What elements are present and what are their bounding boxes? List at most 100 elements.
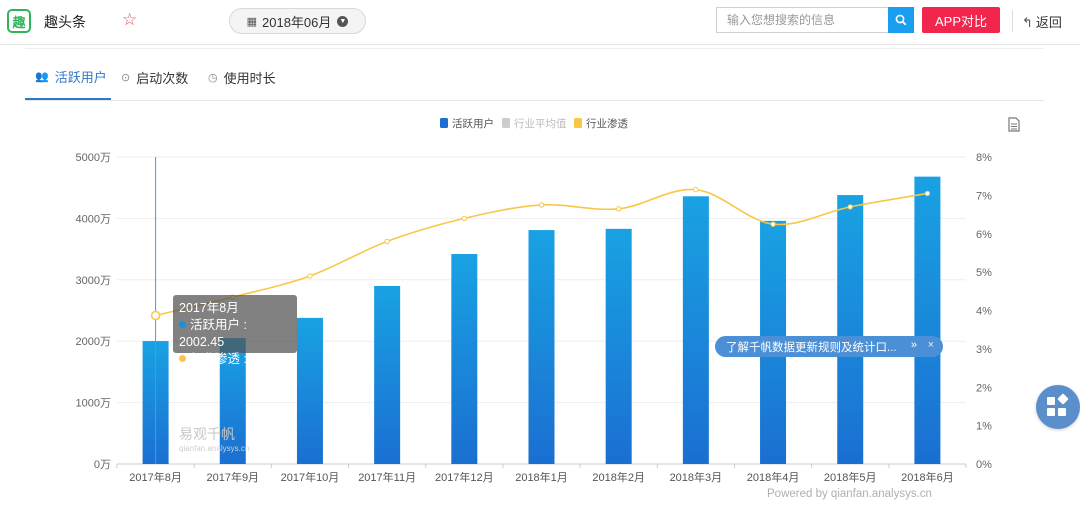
x-tick-label: 2017年12月 [435,470,494,484]
bar [374,285,401,464]
bar [296,317,323,464]
bar [914,176,941,464]
tooltip-title: 2017年8月 [179,301,239,315]
watermark-text: 易观千帆 [179,426,235,442]
y-right-tick-label: 3% [976,344,992,356]
x-tick-label: 2017年11月 [358,470,416,484]
banner-text: 了解千帆数据更新规则及统计口... [726,341,897,354]
y-right-tick-label: 7% [976,190,992,202]
grid-icon [1058,408,1066,416]
tab-label: 使用时长 [223,70,276,86]
app-compare-button[interactable]: APP对比 [922,7,1000,33]
watermark-subtext: qianfan.analysys.cn [179,444,250,453]
legend-swatch [502,118,510,128]
tab-active-users[interactable]: 👥 活跃用户 [25,54,111,100]
x-tick-label: 2018年2月 [592,470,645,484]
close-icon[interactable]: × [927,339,934,351]
legend-label: 行业平均值 [514,117,567,130]
date-value: 2018年06月 [262,14,332,30]
play-circle-icon: ⊙ [121,71,131,84]
search-input[interactable] [717,8,887,32]
y-left-tick-label: 4000万 [76,213,111,225]
line-point [150,310,161,321]
app-logo-icon: 趣 [7,9,31,33]
top-bar: 趣 趣头条 ☆ ▦ 2018年06月 ▼ APP对比 ↰返回 [0,0,1080,45]
section-divider [25,48,1044,49]
date-picker[interactable]: ▦ 2018年06月 ▼ [229,8,366,34]
line-point [770,221,776,227]
line-point [847,204,853,210]
bar [219,338,246,464]
users-icon: 👥 [35,70,49,83]
x-tick-label: 2017年8月 [129,470,182,484]
bar [682,196,709,464]
back-arrow-icon: ↰ [1022,15,1033,30]
bar [528,230,555,464]
line-point [693,186,699,193]
search-button[interactable] [888,7,914,33]
tooltip-row-penetration: 行业渗透 : 3.87 [179,351,291,368]
bar [451,254,478,464]
header-divider [1012,10,1013,32]
watermark-logo: 易观千帆 qianfan.analysys.cn [179,424,249,453]
calendar-icon: ▦ [246,15,257,28]
x-tick-label: 2017年10月 [281,470,340,484]
search-icon [895,14,907,26]
y-left-tick-label: 3000万 [76,275,111,287]
y-left-tick-label: 5000万 [76,152,111,164]
powered-by: Powered by qianfan.analysys.cn [767,488,932,500]
bar [605,228,632,464]
export-document-icon[interactable] [1008,117,1020,132]
grid-icon [1047,397,1055,405]
series-dot [179,321,186,328]
x-tick-label: 2017年9月 [206,470,259,484]
x-tick-label: 2018年1月 [515,470,568,484]
chevron-down-icon: ▼ [337,15,349,27]
line-point [538,202,545,208]
x-tick-label: 2018年5月 [824,470,877,484]
more-icon[interactable]: » [910,339,917,351]
metric-tabs: 👥 活跃用户 ⊙ 启动次数 ◷ 使用时长 [25,54,1044,101]
line-point [924,190,931,197]
y-right-tick-label: 6% [976,229,992,241]
y-left-tick-label: 2000万 [76,336,111,348]
chart-tooltip: 2017年8月 活跃用户 : 2002.45 行业渗透 : 3.87 [173,295,297,366]
grid-icon [1047,408,1055,416]
active-users-chart: 0万 1000万 2000万 3000万 4000万 5000万 0% 1% 2% 3% 4% 5% 6… [76,117,993,484]
line-point [307,273,313,279]
y-right-tick-label: 0% [976,459,992,471]
grid-icon [1057,393,1069,405]
app-name: 趣头条 [44,14,86,30]
y-left-tick-label: 1000万 [76,398,111,410]
series-dot [179,355,186,362]
tab-launch-count[interactable]: ⊙ 启动次数 [121,54,201,100]
y-right-tick-label: 1% [976,421,992,433]
tooltip-users-value: 活跃用户 : 2002.45 [179,318,247,349]
y-right-tick-label: 4% [976,306,992,318]
favorite-star-icon[interactable]: ☆ [122,10,138,29]
back-button[interactable]: ↰ 返回 [1022,12,1062,31]
legend-label: 活跃用户 [452,117,494,130]
legend-swatch [440,118,448,128]
search-box [716,7,914,33]
legend-label: 行业渗透 [586,117,628,130]
y-right-tick-label: 8% [976,152,992,164]
x-tick-label: 2018年3月 [670,470,723,484]
tooltip-row-users: 活跃用户 : 2002.45 [179,317,291,351]
bar [837,195,864,464]
line-point [461,215,468,222]
legend-swatch [574,118,582,128]
tab-label: 启动次数 [136,70,189,86]
tab-usage-duration[interactable]: ◷ 使用时长 [208,54,288,100]
tooltip-penetration-value: 行业渗透 : 3.87 [190,352,275,366]
x-tick-label: 2018年6月 [901,470,954,484]
x-tick-label: 2018年4月 [747,470,800,484]
back-label: 返回 [1035,15,1062,30]
clock-icon: ◷ [208,71,218,84]
floating-apps-button[interactable] [1036,385,1080,429]
line-point [615,206,622,212]
y-left-tick-label: 0万 [94,459,111,471]
y-right-tick-label: 5% [976,267,992,279]
line-point [384,238,390,245]
data-rules-banner[interactable]: 了解千帆数据更新规则及统计口... » × [715,336,943,357]
